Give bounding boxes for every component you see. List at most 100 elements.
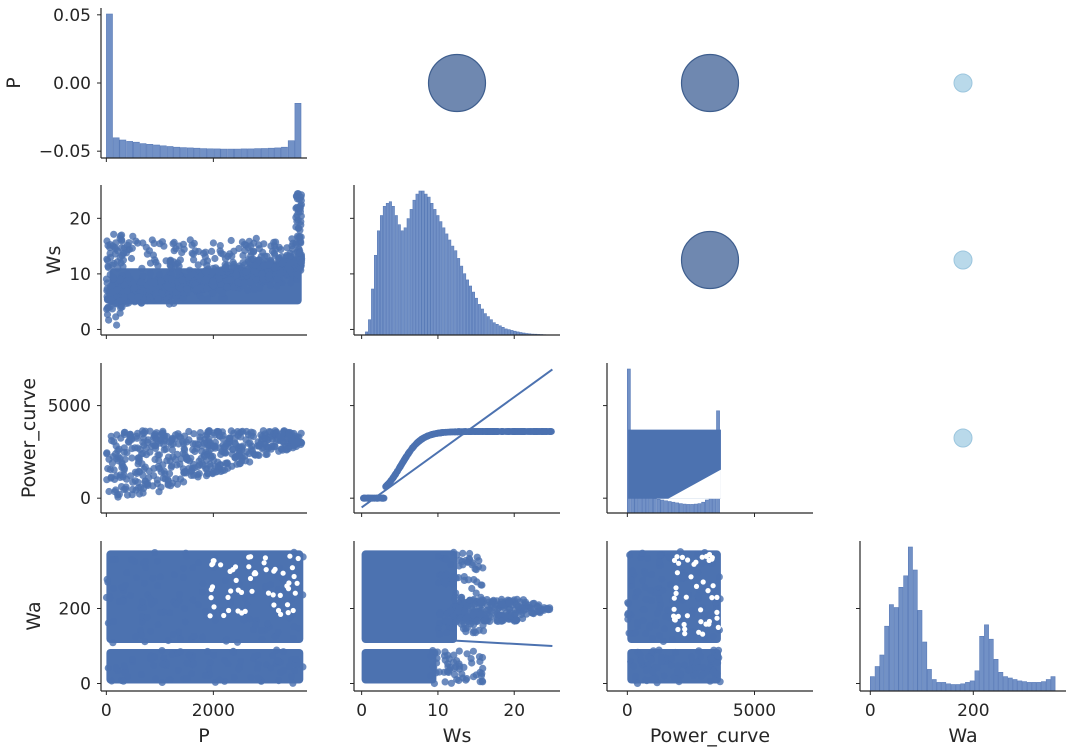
histogram-bar xyxy=(186,147,194,159)
scatter-point xyxy=(139,449,147,458)
scatter-point xyxy=(158,647,166,655)
scatter-point xyxy=(260,240,268,248)
histogram-bar xyxy=(984,624,989,692)
scatter-point xyxy=(276,269,284,278)
scatter-point xyxy=(263,450,271,458)
histogram-bar xyxy=(1031,682,1037,692)
scatter-point xyxy=(487,428,494,435)
scatter-point xyxy=(273,646,281,654)
scatter-point xyxy=(118,237,126,245)
scatter-point xyxy=(476,428,483,435)
scatter-point xyxy=(258,270,266,278)
scatter-point xyxy=(278,259,286,268)
scatter-point xyxy=(624,599,632,607)
scatter-point xyxy=(142,480,150,488)
histogram-bar xyxy=(974,670,980,692)
gap-point xyxy=(676,560,682,566)
scatter-point xyxy=(208,268,216,276)
gap-point xyxy=(248,554,254,560)
dense-fill-Power_curve-vs-P xyxy=(628,429,721,499)
scatter-point xyxy=(242,268,250,276)
scatter-point xyxy=(510,428,518,435)
scatter-point xyxy=(186,236,194,244)
x-tick-label-Power_curve: 5000 xyxy=(733,701,776,721)
scatter-point xyxy=(256,284,264,292)
scatter-point xyxy=(245,615,254,623)
x-tick-label-Wa: 0 xyxy=(865,701,876,721)
scatter-point xyxy=(473,578,481,586)
scatter-point xyxy=(266,281,275,290)
scatter-points-Power_curve-vs-P xyxy=(103,427,306,501)
scatter-point xyxy=(468,659,476,667)
dense-fill-lower-Wa-vs-Ws xyxy=(361,649,437,684)
gap-point xyxy=(292,590,298,596)
histogram-bar xyxy=(907,546,913,692)
scatter-point xyxy=(138,264,146,272)
scatter-point xyxy=(250,285,258,293)
histogram-bar xyxy=(234,148,241,159)
scatter-point xyxy=(134,454,142,462)
scatter-point xyxy=(137,671,145,679)
gap-point xyxy=(247,575,254,582)
scatter-point xyxy=(127,292,135,300)
scatter-point xyxy=(469,559,477,567)
scatter-point xyxy=(646,586,655,595)
histogram-bar xyxy=(950,684,956,692)
histogram-bar xyxy=(697,503,702,514)
scatter-point xyxy=(641,583,649,592)
gap-point xyxy=(709,555,715,561)
scatter-point xyxy=(521,598,530,606)
gap-point xyxy=(242,608,248,615)
histogram-bar xyxy=(645,496,650,514)
histogram-bar xyxy=(412,199,416,336)
scatter-point xyxy=(470,621,478,629)
scatter-point xyxy=(442,555,450,563)
scatter-point xyxy=(230,673,238,681)
scatter-point xyxy=(434,625,442,633)
histogram-bar xyxy=(139,143,147,159)
scatter-point xyxy=(179,564,188,572)
histogram-bar xyxy=(912,569,918,692)
scatter-point xyxy=(641,570,650,578)
histogram-bar xyxy=(159,145,167,159)
gap-point xyxy=(671,613,677,619)
scatter-point xyxy=(166,609,174,617)
scatter-point xyxy=(164,476,172,484)
scatter-point xyxy=(176,635,184,643)
scatter-point xyxy=(685,666,693,674)
scatter-point xyxy=(444,663,452,671)
scatter-point xyxy=(153,557,161,565)
scatter-point xyxy=(117,434,125,442)
x-tick-label-Ws: 20 xyxy=(503,701,525,721)
scatter-point xyxy=(137,278,146,286)
scatter-point xyxy=(293,271,301,279)
scatter-point xyxy=(132,432,141,440)
scatter-point xyxy=(154,295,162,303)
scatter-point xyxy=(648,571,656,579)
gap-point xyxy=(261,560,267,566)
scatter-point xyxy=(103,255,111,263)
scatter-point xyxy=(429,647,437,655)
gap-point xyxy=(210,561,216,567)
y-tick-label-Ws: 10 xyxy=(69,265,91,285)
scatter-point xyxy=(120,662,128,670)
scatter-point xyxy=(274,657,282,665)
scatter-point xyxy=(646,621,655,630)
scatter-point xyxy=(297,221,305,229)
x-tick-label-P: 0 xyxy=(101,701,112,721)
scatter-point xyxy=(692,670,700,678)
histogram-bar xyxy=(368,319,372,336)
scatter-point xyxy=(715,573,723,581)
histogram-bar xyxy=(1041,681,1046,692)
scatter-point xyxy=(631,629,640,637)
histogram-bar xyxy=(922,641,928,692)
gap-point xyxy=(698,619,704,625)
scatter-point xyxy=(174,430,182,438)
dense-fill-upper-Wa-vs-Ws xyxy=(361,550,457,643)
scatter-point xyxy=(659,586,667,595)
scatter-point xyxy=(430,679,438,688)
scatter-point xyxy=(200,453,209,461)
scatter-point xyxy=(679,572,687,581)
scatter-point xyxy=(658,575,666,583)
histogram-bar xyxy=(495,323,499,336)
